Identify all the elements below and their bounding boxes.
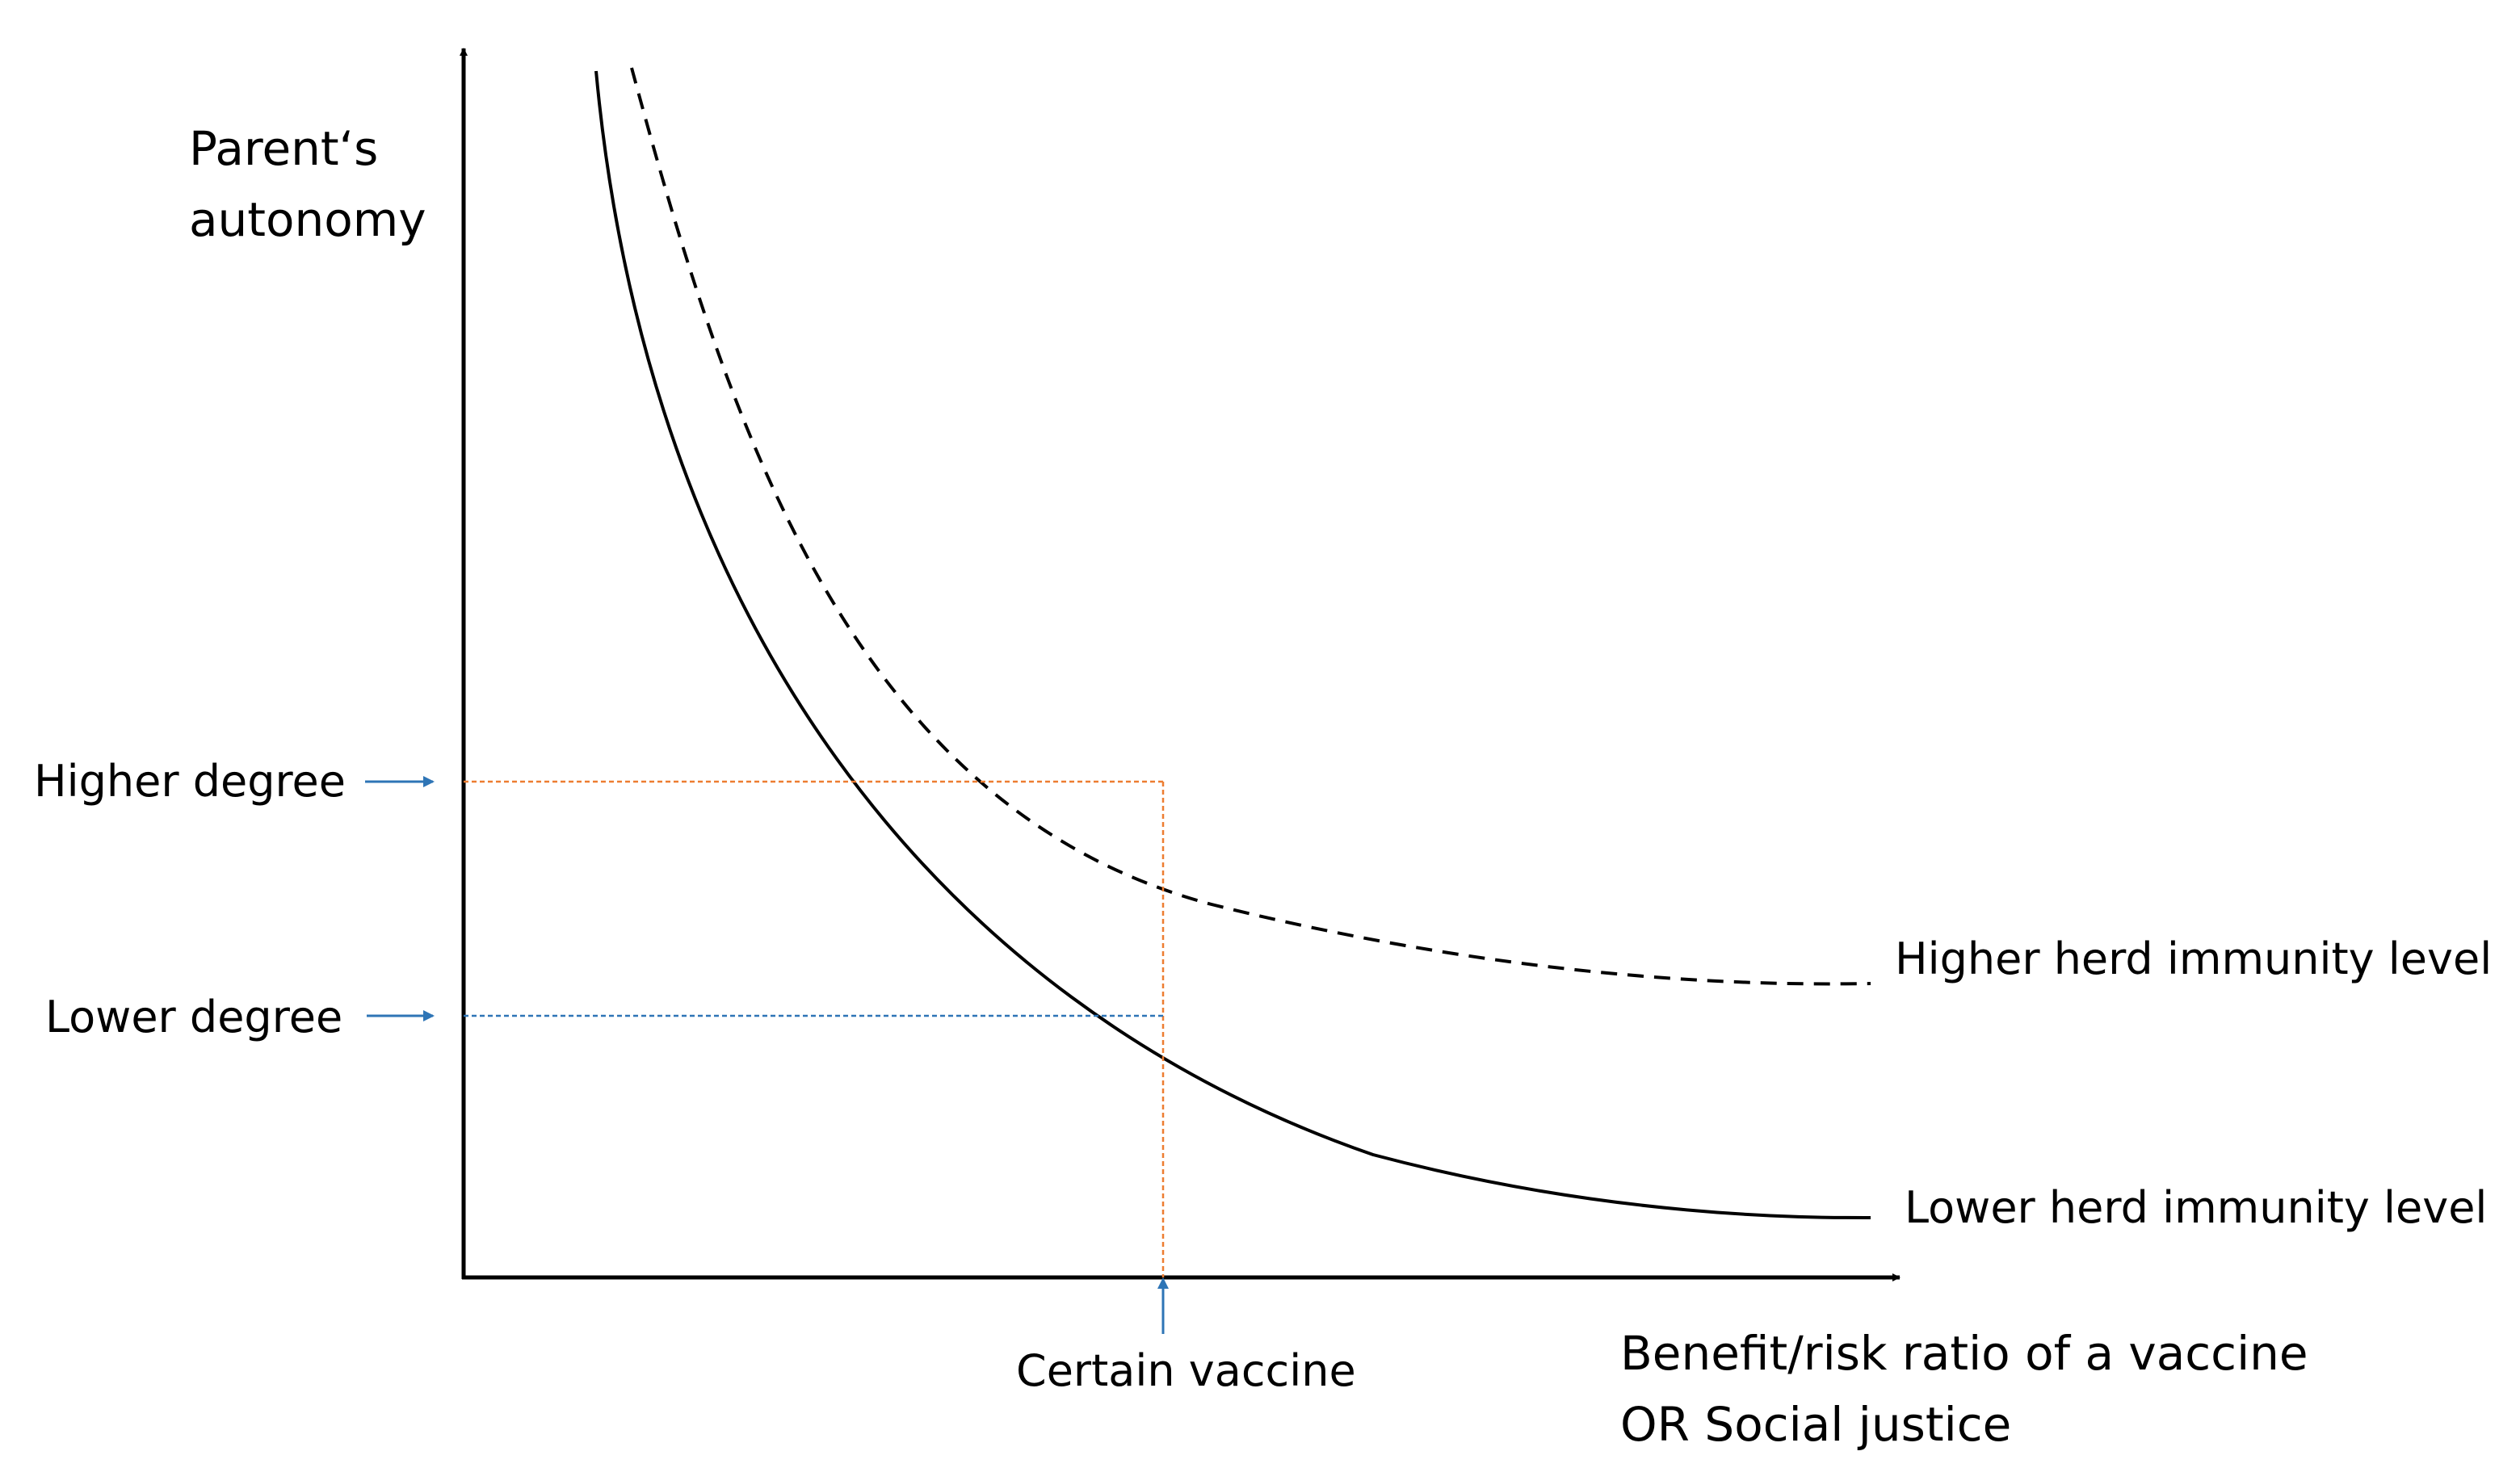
- lower-herd-immunity-label: Lower herd immunity level: [1905, 1182, 2487, 1233]
- x-axis-label-line-2: OR Social justice: [1620, 1397, 2011, 1452]
- higher-herd-immunity-label: Higher herd immunity level: [1895, 933, 2492, 984]
- certain-vaccine-label: Certain vaccine: [1016, 1345, 1356, 1396]
- higher-herd-immunity-curve: [630, 67, 1871, 986]
- lower-degree-label: Lower degree: [45, 992, 342, 1042]
- y-axis-label-line-1: Parent‘s: [189, 121, 378, 176]
- lower-herd-immunity-curve: [594, 70, 1871, 1220]
- higher-degree-label: Higher degree: [34, 756, 346, 807]
- y-axis-label-line-2: autonomy: [189, 192, 426, 247]
- x-axis-label-line-1: Benefit/risk ratio of a vaccine: [1620, 1326, 2308, 1381]
